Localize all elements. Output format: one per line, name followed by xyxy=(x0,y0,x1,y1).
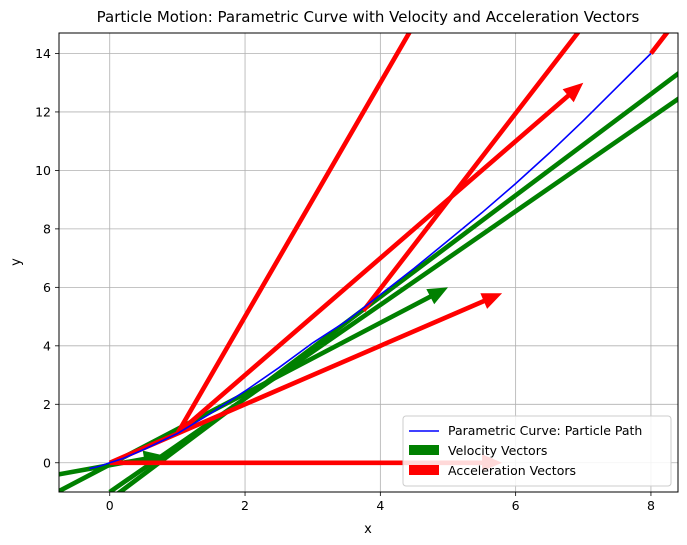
acceleration-vector xyxy=(175,82,584,436)
x-tick-label: 4 xyxy=(376,498,384,513)
acceleration-vector xyxy=(361,33,581,313)
velocity-vector xyxy=(108,96,678,492)
acceleration-vector xyxy=(175,33,412,435)
particle-path-line xyxy=(89,52,652,470)
y-tick-label: 0 xyxy=(43,455,51,470)
legend-swatch-acceleration xyxy=(409,465,439,475)
plot-frame xyxy=(58,32,679,493)
chart-title: Particle Motion: Parametric Curve with V… xyxy=(97,8,640,26)
axis-ticks: 0 2 4 6 8 0 2 4 6 8 10 12 14 xyxy=(35,46,655,513)
acceleration-vector xyxy=(649,33,670,55)
x-tick-label: 0 xyxy=(106,498,114,513)
y-tick-label: 4 xyxy=(43,338,51,353)
y-tick-label: 12 xyxy=(35,104,51,119)
legend: Parametric Curve: Particle Path Velocity… xyxy=(402,415,672,487)
x-tick-label: 6 xyxy=(512,498,520,513)
acceleration-vector xyxy=(108,293,503,465)
legend-frame xyxy=(402,415,672,487)
x-tick-label: 8 xyxy=(647,498,655,513)
x-tick-label: 2 xyxy=(241,498,249,513)
acceleration-vector xyxy=(109,454,503,472)
y-tick-label: 6 xyxy=(43,280,51,295)
legend-swatch-velocity xyxy=(409,445,439,455)
legend-label-path: Parametric Curve: Particle Path xyxy=(448,423,642,438)
legend-label-velocity: Velocity Vectors xyxy=(448,443,547,458)
legend-label-acceleration: Acceleration Vectors xyxy=(448,463,576,478)
y-tick-label: 14 xyxy=(35,46,51,61)
y-axis-label: y xyxy=(9,258,24,266)
y-tick-label: 8 xyxy=(43,221,51,236)
y-tick-label: 10 xyxy=(35,163,51,178)
x-axis-label: x xyxy=(364,522,372,537)
y-tick-label: 2 xyxy=(43,397,51,412)
